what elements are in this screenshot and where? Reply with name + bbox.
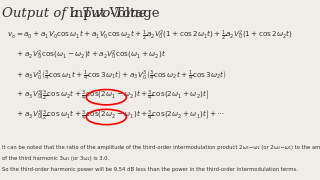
Text: of the third harmonic 3ω₁ (or 3ω₂) is 3.0.: of the third harmonic 3ω₁ (or 3ω₂) is 3.… <box>2 156 109 161</box>
Text: $+ \ a_3 V_0^3\!\left[\frac{3}{2}\cos\omega_2 t + \frac{3}{4}\cos(2\omega_1-\ome: $+ \ a_3 V_0^3\!\left[\frac{3}{2}\cos\om… <box>16 89 209 103</box>
Text: $v_o = a_0 + a_1 V_0 \cos\omega_1 t + a_1 V_0 \cos\omega_2 t + \frac{1}{2}a_2 V_: $v_o = a_0 + a_1 V_0 \cos\omega_1 t + a_… <box>7 29 293 43</box>
Text: Input Voltage: Input Voltage <box>65 7 160 20</box>
Text: $+ \ a_2 V_0^2 \cos(\omega_1 - \omega_2)t + a_2 V_0^2 \cos(\omega_1 + \omega_2)t: $+ \ a_2 V_0^2 \cos(\omega_1 - \omega_2)… <box>16 49 166 62</box>
Text: $+ \ a_3 V_0^3\!\left[\frac{3}{2}\cos\omega_1 t + \frac{3}{4}\cos(2\omega_2-\ome: $+ \ a_3 V_0^3\!\left[\frac{3}{2}\cos\om… <box>16 109 225 123</box>
Text: Output of a Two-Tone: Output of a Two-Tone <box>2 7 147 20</box>
Text: $+ \ a_3 V_0^3\left(\frac{3}{4}\cos\omega_1 t + \frac{1}{4}\cos 3\omega_1 t\righ: $+ \ a_3 V_0^3\left(\frac{3}{4}\cos\omeg… <box>16 68 227 82</box>
Text: So the third-order harmonic power will be 9.54 dB less than the power in the thi: So the third-order harmonic power will b… <box>2 166 298 172</box>
Text: It can be noted that the ratio of the amplitude of the third-order intermodulati: It can be noted that the ratio of the am… <box>2 145 320 150</box>
